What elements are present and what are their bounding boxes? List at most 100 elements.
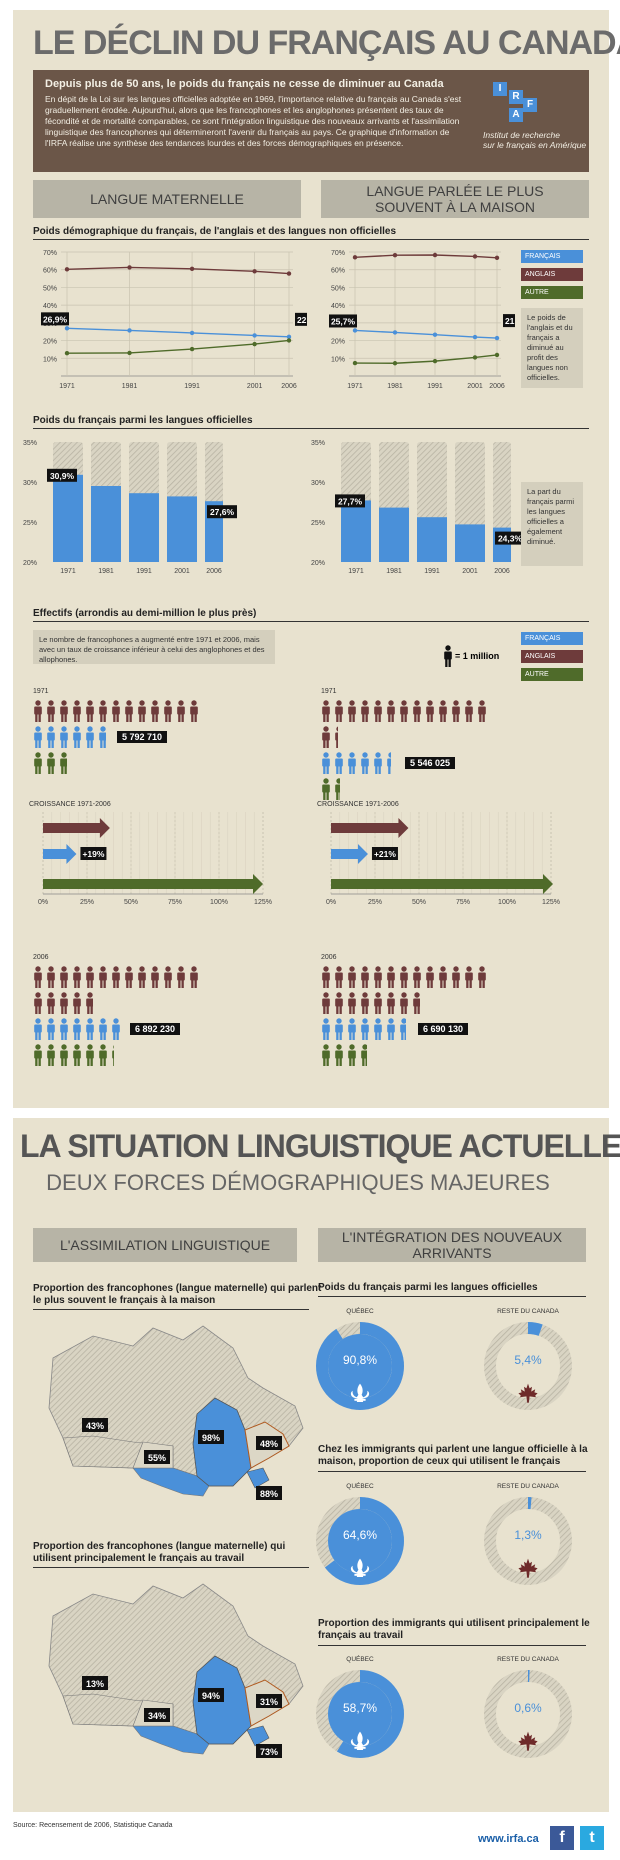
donut-group-label: QUÉBEC [346, 1308, 374, 1315]
data-point [432, 358, 438, 364]
data-label-bg [329, 314, 357, 328]
twitter-icon[interactable]: t [580, 1826, 604, 1850]
donut-slice [316, 1497, 404, 1585]
growth-title: CROISSANCE 1971-2006 [317, 801, 399, 808]
x-tick-label: 1971 [60, 568, 76, 575]
divider [318, 1296, 586, 1297]
data-label-start: 30,9% [47, 468, 77, 482]
map-new-brunswick [246, 1725, 270, 1747]
donut-chart: 1,3% [484, 1497, 572, 1585]
note-effectifs: Le nombre de francophones a augmenté ent… [33, 630, 275, 664]
data-point [127, 328, 132, 333]
logo-letter: A [509, 108, 523, 122]
pictogram-value-label: 5 546 025 [405, 757, 456, 769]
pictograms: 1971 5 792 710 2006 6 892 230 1971 5 546 025 2… [13, 10, 609, 1108]
data-point [472, 355, 478, 360]
data-point [189, 346, 195, 352]
irfa-logo: I R F A [485, 82, 545, 122]
divider [33, 1567, 309, 1568]
donut-chart: 5,4% [484, 1322, 572, 1410]
y-tick-label: 50% [43, 285, 57, 292]
y-tick-label: 30% [311, 480, 325, 487]
data-point [494, 255, 500, 261]
bar [91, 486, 121, 562]
growth-label: +19% [82, 849, 104, 859]
growth-arrow [43, 818, 110, 838]
logo-caption-1: Institut de recherche [483, 130, 561, 140]
donut-center [328, 1509, 392, 1573]
unit-legend: = 1 million [443, 645, 503, 667]
legend-francais: FRANÇAIS [521, 632, 583, 645]
unit-label: = 1 million [455, 651, 500, 661]
x-tick-label: 25% [368, 899, 382, 906]
donut-slice [316, 1322, 404, 1410]
map-label-bg [256, 1694, 282, 1708]
divider [33, 428, 589, 429]
growth-title: CROISSANCE 1971-2006 [29, 801, 111, 808]
data-point [127, 350, 132, 356]
x-tick-label: 50% [412, 899, 426, 906]
canada-map-maison: 43% 55% 98% 48% 88% [48, 1325, 304, 1500]
page-title: LE DÉCLIN DU FRANÇAIS AU CANADA [33, 24, 620, 62]
donut-group-label: RESTE DU CANADA [497, 1483, 559, 1490]
donut-value-label: 0,6% [514, 1701, 542, 1715]
donut-group-label: QUÉBEC [346, 1483, 374, 1490]
donut-chart: 64,6% [316, 1497, 404, 1585]
y-tick-label: 10% [331, 356, 345, 363]
donut-center [328, 1334, 392, 1398]
donut-group-label: QUÉBEC [346, 1656, 374, 1663]
growth-label-bg [371, 847, 398, 860]
map-value-label: 88% [260, 1489, 278, 1499]
x-tick-label: 1971 [348, 568, 364, 575]
donut-slice [484, 1497, 572, 1585]
facebook-icon[interactable]: f [550, 1826, 574, 1850]
section-title-effectifs: Effectifs (arrondis au demi-million le p… [33, 608, 257, 619]
website-link[interactable]: www.irfa.ca [478, 1833, 539, 1845]
y-tick-label: 70% [43, 250, 57, 257]
canada-map-travail: 13% 34% 94% 31% 73% [48, 1583, 304, 1758]
pictogram-value-label: 6 690 130 [418, 1023, 469, 1035]
header-right-line1: LANGUE PARLÉE LE PLUS [366, 183, 544, 199]
donut-value-label: 5,4% [514, 1353, 542, 1367]
x-tick-label: 2001 [467, 383, 483, 390]
year-label: 2006 [321, 954, 337, 961]
legend-autre: AUTRE [521, 668, 583, 681]
data-point [189, 266, 195, 272]
data-label: 21,4% [505, 316, 515, 326]
map-value-label: 55% [148, 1453, 166, 1463]
growth-label-bg [80, 847, 107, 860]
bar [167, 496, 197, 562]
data-point [352, 255, 358, 260]
year-label: 2006 [33, 954, 49, 961]
header-assimilation: L'ASSIMILATION LINGUISTIQUE [33, 1228, 297, 1262]
header-integration: L'INTÉGRATION DES NOUVEAUX ARRIVANTS [318, 1228, 586, 1262]
x-tick-label: 25% [80, 899, 94, 906]
data-point [64, 267, 70, 272]
map-value-label: 43% [86, 1421, 104, 1431]
panel-decline: LE DÉCLIN DU FRANÇAIS AU CANADA Depuis p… [13, 10, 620, 1108]
x-tick-label: 2006 [206, 568, 222, 575]
x-tick-label: 1971 [347, 383, 363, 390]
data-label: 22,1% [297, 315, 307, 325]
data-label-start: 27,7% [335, 494, 365, 508]
x-tick-label: 2006 [489, 383, 505, 390]
x-tick-label: 50% [124, 899, 138, 906]
bar [379, 507, 409, 562]
logo-caption-2: sur le français en Amérique [483, 140, 587, 150]
map-label-bg [82, 1418, 108, 1432]
x-tick-label: 2006 [494, 568, 510, 575]
section2-subtitle: DEUX FORCES DÉMOGRAPHIQUES MAJEURES [46, 1170, 550, 1195]
logo-letter: F [523, 98, 537, 112]
header-langue-maison: LANGUE PARLÉE LE PLUS SOUVENT À LA MAISON [321, 180, 589, 218]
logo-letter: I [493, 82, 507, 96]
legend-francais: FRANÇAIS [521, 250, 583, 263]
map-value-label: 31% [260, 1697, 278, 1707]
donut-chart: 0,6% [484, 1670, 572, 1758]
donut-group-label: RESTE DU CANADA [497, 1656, 559, 1663]
x-tick-label: 1981 [98, 568, 114, 575]
data-point [286, 271, 292, 276]
x-tick-label: 0% [38, 899, 48, 906]
map-value-label: 94% [202, 1691, 220, 1701]
map-value-label: 98% [202, 1433, 220, 1443]
data-point [392, 252, 398, 258]
